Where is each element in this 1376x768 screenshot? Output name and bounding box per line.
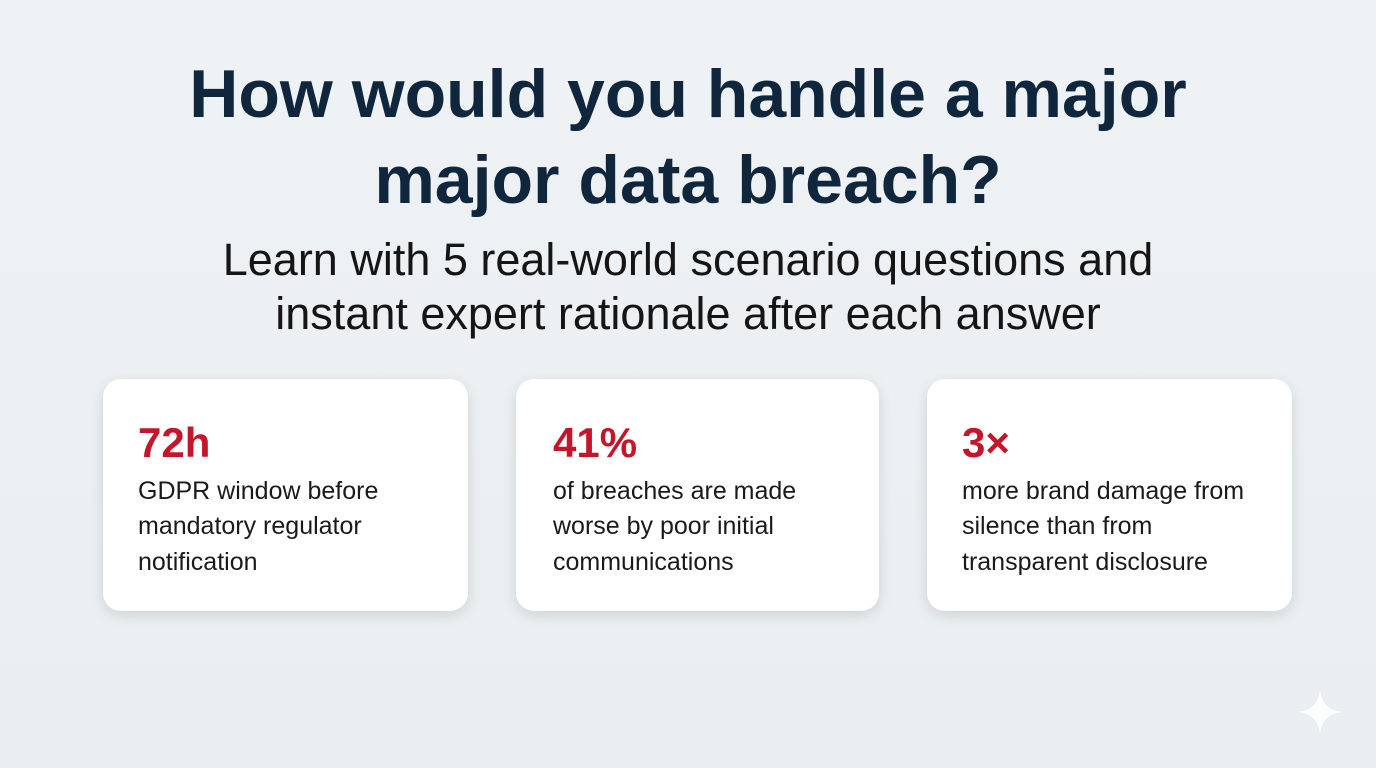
subtitle: instant expert rationale after each answ… [275,288,1101,339]
card-text: silence than from [962,512,1153,540]
card-text: of breaches are made [553,477,797,505]
stat: 3× [962,419,1010,466]
subtitle: Learn with 5 real-world scenario questio… [222,234,1154,285]
stat-card: 41% of breaches are made worse by poor i… [516,379,879,611]
card-text: communications [553,548,734,576]
stat: 72h [138,419,211,466]
stat: 41% [553,419,638,466]
sparkle-icon [1298,690,1342,734]
stat-card: 72h GDPR window before mandatory regulat… [103,379,468,611]
card-text: notification [138,548,258,576]
title: How would you handle a major [189,56,1187,132]
card-text: GDPR window before [138,477,379,505]
card-text: worse by poor initial [553,512,774,540]
card-text: more brand damage from [962,477,1245,505]
stat-card: 3× more brand damage from silence than f… [927,379,1292,611]
card-text: transparent disclosure [962,548,1208,576]
title: major data breach? [374,142,1002,218]
card-text: mandatory regulator [138,512,362,540]
